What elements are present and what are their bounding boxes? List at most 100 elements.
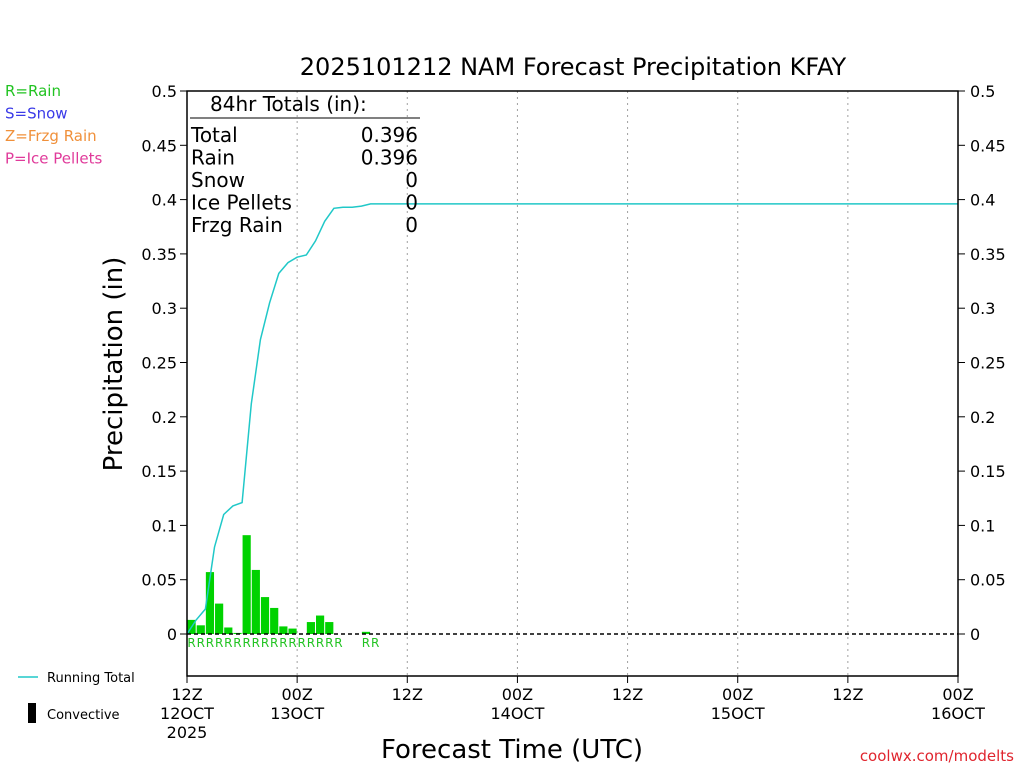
y-tick-label-left: 0.5 [152, 82, 177, 101]
plot-frame [186, 90, 959, 677]
y-tick-label-right: 0.25 [970, 354, 1006, 373]
precip-bar [260, 597, 270, 634]
running-total-legend-label: Running Total [47, 671, 135, 686]
x-tick-date: 15OCT [711, 704, 765, 723]
y-tick-label-right: 0.05 [970, 571, 1006, 590]
x-tick-year: 2025 [167, 723, 208, 742]
precip-bar [205, 572, 215, 634]
precip-bar [196, 625, 205, 634]
x-tick-label: 12Z [612, 685, 643, 704]
precip-bar [361, 631, 371, 634]
precip-type-marker: R [298, 636, 306, 650]
precip-type-legend-item: Z=Frzg Rain [5, 127, 97, 145]
x-tick-label: 00Z [502, 685, 533, 704]
y-tick-label-right: 0.3 [970, 299, 995, 318]
y-tick-label-right: 0.1 [970, 516, 995, 535]
precip-type-legend-item: S=Snow [5, 105, 68, 123]
totals-row-label: Rain [191, 146, 235, 170]
y-tick-label-left: 0.15 [141, 462, 177, 481]
totals-row-label: Total [190, 123, 238, 147]
totals-row-value: 0 [405, 213, 418, 237]
precip-type-marker: R [224, 636, 232, 650]
y-tick-label-right: 0.4 [970, 191, 995, 210]
precip-bar [316, 615, 325, 634]
precip-type-marker: R [288, 636, 296, 650]
precip-bar [270, 607, 279, 634]
precip-bar [306, 622, 315, 634]
y-tick-label-left: 0.05 [141, 571, 177, 590]
x-tick-label: 12Z [392, 685, 423, 704]
precip-type-marker: R [215, 636, 223, 650]
y-tick-label-left: 0.1 [152, 516, 177, 535]
precip-type-marker: R [325, 636, 333, 650]
totals-row-label: Snow [191, 168, 245, 192]
precip-type-marker: R [334, 636, 342, 650]
totals-row-value: 0 [405, 168, 418, 192]
y-tick-label-left: 0.3 [152, 299, 177, 318]
credit-text: coolwx.com/modelts [860, 747, 1014, 765]
totals-row-value: 0 [405, 191, 418, 215]
precip-type-marker: R [242, 636, 250, 650]
x-tick-label: 00Z [281, 685, 312, 704]
x-tick-date: 16OCT [931, 704, 985, 723]
precip-bar [251, 569, 260, 634]
totals-row-value: 0.396 [361, 146, 418, 170]
precip-bar [224, 627, 233, 634]
y-axis-label: Precipitation (in) [99, 257, 129, 472]
y-tick-label-right: 0.45 [970, 136, 1006, 155]
y-tick-label-left: 0 [167, 625, 177, 644]
running-total-line [186, 203, 958, 635]
x-tick-label: 00Z [942, 685, 973, 704]
precip-type-marker: R [252, 636, 260, 650]
precip-type-legend-item: P=Ice Pellets [5, 150, 102, 168]
precip-type-marker: R [279, 636, 287, 650]
x-tick-label: 00Z [722, 685, 753, 704]
running-total-layer [186, 203, 958, 635]
precip-type-marker: R [206, 636, 214, 650]
y-tick-label-right: 0.2 [970, 408, 995, 427]
y-tick-label-right: 0 [970, 625, 980, 644]
grid-lines [296, 91, 849, 676]
precip-bars [187, 535, 371, 634]
totals-header: 84hr Totals (in): [210, 92, 367, 116]
precip-bar [325, 622, 334, 634]
y-tick-label-right: 0.35 [970, 245, 1006, 264]
x-tick-label: 12Z [171, 685, 202, 704]
totals-row-label: Ice Pellets [191, 191, 292, 215]
totals-box: 84hr Totals (in): Total 0.396 Rain 0.396 Sno… [190, 92, 420, 237]
precip-type-marker: R [371, 636, 379, 650]
precip-bar [288, 628, 297, 634]
y-tick-label-left: 0.45 [141, 136, 177, 155]
precip-bar [279, 626, 288, 634]
precip-type-marker: R [307, 636, 315, 650]
y-tick-label-left: 0.4 [152, 191, 177, 210]
y-axis-left: 0 0.05 0.1 0.15 0.2 0.25 0.3 0.35 0.4 0.45 0.5 [141, 82, 187, 644]
precip-type-marker: R [261, 636, 269, 650]
y-tick-label-right: 0.15 [970, 462, 1006, 481]
y-axis-right: 0 0.05 0.1 0.15 0.2 0.25 0.3 0.35 0.4 0.45 0.5 [958, 82, 1006, 644]
precip-type-marker: R [187, 636, 195, 650]
precip-type-marker: R [233, 636, 241, 650]
x-tick-date: 12OCT [160, 704, 214, 723]
precip-bar [242, 535, 251, 634]
convective-legend-swatch [28, 703, 36, 723]
chart-title: 2025101212 NAM Forecast Precipitation KF… [300, 53, 847, 81]
precip-type-marker: R [362, 636, 370, 650]
y-tick-label-left: 0.2 [152, 408, 177, 427]
precip-type-marker: R [197, 636, 205, 650]
y-tick-label-right: 0.5 [970, 82, 995, 101]
precip-type-marker: R [316, 636, 324, 650]
totals-row-label: Frzg Rain [191, 213, 283, 237]
convective-legend-label: Convective [47, 708, 120, 723]
precip-type-marker: R [270, 636, 278, 650]
precip-type-legend-item: R=Rain [5, 82, 61, 100]
y-tick-label-left: 0.35 [141, 245, 177, 264]
x-tick-date: 14OCT [490, 704, 544, 723]
totals-row-value: 0.396 [361, 123, 418, 147]
precip-bar [215, 603, 224, 634]
precip-type-legend: R=Rain S=Snow Z=Frzg Rain P=Ice Pellets [5, 82, 102, 168]
x-tick-date: 13OCT [270, 704, 324, 723]
